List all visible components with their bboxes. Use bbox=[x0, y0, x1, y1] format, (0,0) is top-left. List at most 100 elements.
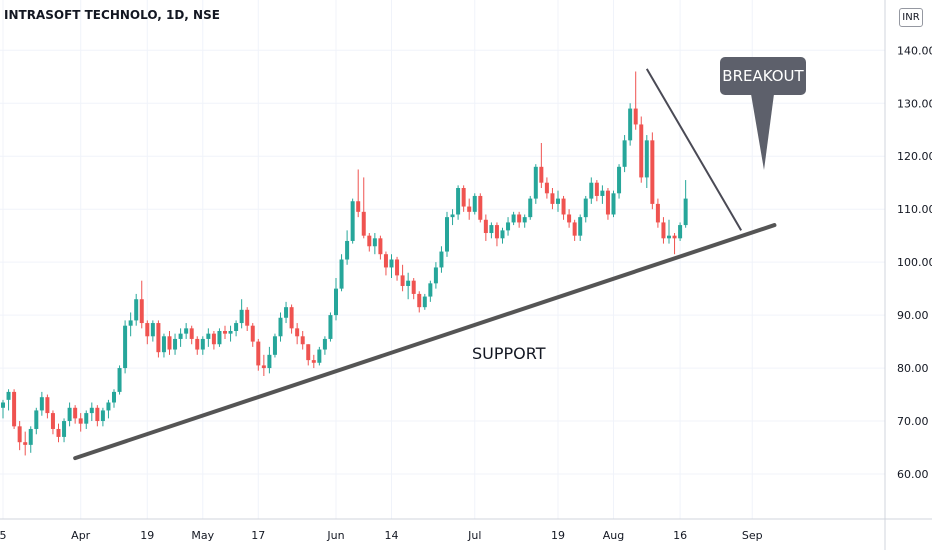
candle-down bbox=[483, 219, 488, 234]
candle-up bbox=[667, 235, 671, 239]
candle-down bbox=[639, 124, 644, 178]
candle-up bbox=[328, 315, 333, 339]
y-tick-label: 80.00 bbox=[897, 362, 929, 375]
candle-up bbox=[500, 230, 505, 239]
candle-down bbox=[189, 328, 194, 339]
candle-up bbox=[428, 283, 433, 297]
candle-up bbox=[528, 198, 533, 218]
candle-down bbox=[306, 344, 311, 361]
y-tick-label: 110.00 bbox=[897, 203, 932, 216]
candle-down bbox=[633, 108, 638, 125]
candle-down bbox=[256, 341, 261, 366]
y-tick-label: 60.00 bbox=[897, 468, 929, 481]
candle-down bbox=[517, 214, 522, 223]
candle-up bbox=[106, 402, 111, 411]
candle-up bbox=[117, 368, 122, 392]
breakout-callout: BREAKOUT bbox=[720, 57, 806, 95]
candle-down bbox=[311, 360, 316, 363]
x-tick-label: May bbox=[191, 529, 214, 542]
candle-down bbox=[300, 336, 305, 345]
candle-down bbox=[23, 442, 28, 445]
candle-up bbox=[578, 217, 583, 236]
candle-down bbox=[145, 323, 150, 337]
candle-up bbox=[161, 336, 166, 353]
candle-up bbox=[134, 299, 139, 321]
y-tick-label: 100.00 bbox=[897, 256, 932, 269]
breakout-callout-pointer bbox=[751, 94, 774, 170]
candle-down bbox=[494, 225, 499, 239]
candle-up bbox=[506, 222, 511, 231]
candle-down bbox=[411, 280, 416, 294]
x-tick-label: Jun bbox=[326, 529, 344, 542]
candle-up bbox=[39, 397, 44, 411]
candle-up bbox=[34, 410, 39, 429]
candle-up bbox=[150, 323, 155, 337]
candle-down bbox=[245, 309, 250, 326]
chart-title: INTRASOFT TECHNOLO, 1D, NSE bbox=[4, 8, 220, 22]
candle-down bbox=[12, 391, 17, 427]
candle-down bbox=[73, 407, 78, 419]
x-tick-label: 16 bbox=[673, 529, 687, 542]
candle-up bbox=[433, 267, 438, 284]
candle-down bbox=[672, 235, 677, 239]
candle-down bbox=[289, 307, 294, 329]
candle-up bbox=[67, 407, 72, 422]
candle-up bbox=[112, 391, 116, 403]
candle-up bbox=[206, 333, 211, 339]
candle-up bbox=[228, 330, 233, 334]
candle-down bbox=[361, 211, 366, 236]
candle-up bbox=[489, 225, 494, 234]
candle-up bbox=[272, 336, 277, 355]
candle-down bbox=[650, 140, 655, 204]
candle-up bbox=[200, 338, 205, 350]
x-tick-label: 17 bbox=[251, 529, 265, 542]
candle-up bbox=[284, 307, 289, 318]
candle-up bbox=[123, 325, 128, 369]
candle-up bbox=[278, 317, 283, 337]
candle-up bbox=[239, 309, 244, 324]
candle-down bbox=[261, 365, 266, 369]
x-tick-label: 5 bbox=[0, 529, 7, 542]
candle-up bbox=[583, 198, 588, 218]
candle-up bbox=[62, 421, 67, 437]
candle-down bbox=[594, 182, 599, 196]
candle-up bbox=[556, 198, 560, 204]
x-tick-label: Sep bbox=[742, 529, 763, 542]
support-trendline bbox=[73, 223, 777, 461]
candle-down bbox=[572, 222, 577, 236]
candle-up bbox=[173, 338, 178, 350]
candle-up bbox=[439, 251, 444, 268]
candle-down bbox=[400, 275, 405, 286]
candle-down bbox=[295, 328, 300, 337]
candle-up bbox=[611, 193, 616, 215]
candle-up bbox=[617, 166, 622, 194]
candle-down bbox=[567, 214, 572, 223]
candle-up bbox=[683, 198, 688, 226]
candle-up bbox=[345, 240, 350, 260]
currency-button[interactable]: INR bbox=[899, 8, 923, 27]
candle-down bbox=[223, 330, 227, 334]
y-tick-label: 90.00 bbox=[897, 309, 929, 322]
candle-up bbox=[178, 333, 183, 339]
breakout-trendline bbox=[645, 68, 743, 231]
x-tick-label: 19 bbox=[551, 529, 565, 542]
candle-up bbox=[317, 349, 322, 363]
x-tick-label: 19 bbox=[140, 529, 154, 542]
candle-down bbox=[139, 299, 144, 324]
candle-down bbox=[395, 259, 400, 276]
candle-up bbox=[406, 280, 411, 286]
x-tick-label: Aug bbox=[603, 529, 624, 542]
candle-down bbox=[661, 222, 666, 239]
candle-up bbox=[589, 182, 594, 199]
candle-up bbox=[450, 214, 455, 218]
candle-down bbox=[605, 190, 610, 215]
candle-up bbox=[678, 225, 683, 239]
candle-up bbox=[350, 201, 355, 241]
candle-up bbox=[234, 323, 239, 331]
candle-up bbox=[628, 108, 633, 141]
candle-down bbox=[478, 195, 483, 220]
candle-down bbox=[383, 254, 388, 268]
candle-up bbox=[472, 195, 477, 212]
candle-up bbox=[372, 238, 377, 247]
